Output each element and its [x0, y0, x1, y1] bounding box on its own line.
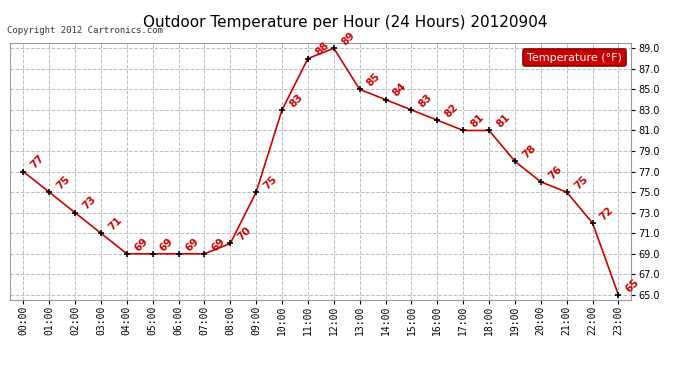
Text: 75: 75 [572, 174, 590, 191]
Text: 69: 69 [158, 236, 175, 253]
Text: 76: 76 [546, 164, 564, 181]
Text: 77: 77 [29, 153, 46, 171]
Text: 88: 88 [313, 40, 331, 58]
Text: 75: 75 [55, 174, 72, 191]
Text: 78: 78 [520, 143, 538, 160]
Text: 82: 82 [443, 102, 460, 119]
Text: 89: 89 [339, 30, 357, 48]
Text: Copyright 2012 Cartronics.com: Copyright 2012 Cartronics.com [7, 26, 163, 35]
Legend: Temperature (°F): Temperature (°F) [523, 49, 626, 66]
Text: 69: 69 [132, 236, 150, 253]
Text: 70: 70 [236, 225, 253, 243]
Text: 75: 75 [262, 174, 279, 191]
Text: 84: 84 [391, 81, 408, 99]
Text: 81: 81 [469, 112, 486, 130]
Text: 69: 69 [184, 236, 201, 253]
Text: 65: 65 [624, 277, 641, 294]
Text: Outdoor Temperature per Hour (24 Hours) 20120904: Outdoor Temperature per Hour (24 Hours) … [143, 15, 547, 30]
Text: 83: 83 [417, 92, 434, 109]
Text: 83: 83 [288, 92, 305, 109]
Text: 69: 69 [210, 236, 227, 253]
Text: 81: 81 [495, 112, 512, 130]
Text: 73: 73 [81, 195, 98, 212]
Text: 85: 85 [365, 71, 382, 88]
Text: 71: 71 [106, 215, 124, 232]
Text: 72: 72 [598, 205, 615, 222]
